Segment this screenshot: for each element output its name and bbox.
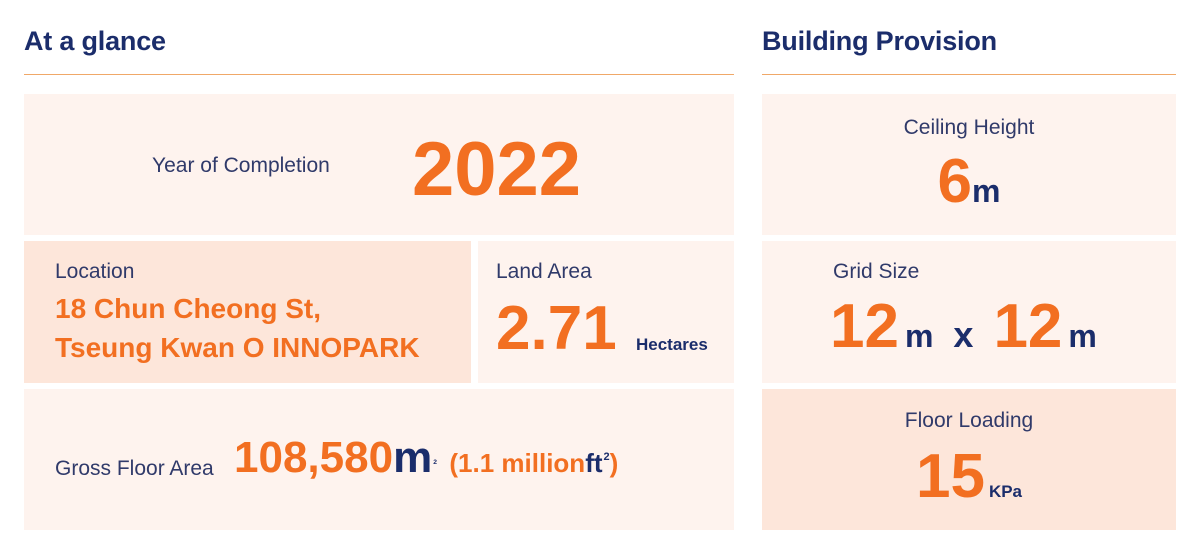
gross-floor-area-alt-unit: ft — [585, 448, 603, 478]
gross-floor-area-card: Gross Floor Area 108,580m2 (1.1 millionf… — [24, 389, 734, 530]
floor-loading-label: Floor Loading — [904, 409, 1034, 432]
land-area-value: 2.71 — [496, 294, 617, 363]
ceiling-height-value: 6 — [937, 147, 973, 216]
ceiling-height-label: Ceiling Height — [903, 116, 1035, 139]
grid-size-value-1: 12 — [830, 292, 899, 361]
land-area-card: Land Area 2.71 Hectares — [478, 241, 734, 383]
building-provision-heading: Building Provision — [762, 26, 997, 56]
land-area-label: Land Area — [496, 260, 592, 283]
gross-floor-area-alt-superscript: 2 — [603, 450, 610, 463]
floor-loading-card: Floor Loading 15 KPa — [762, 389, 1176, 530]
year-of-completion-card: Year of Completion 2022 — [24, 94, 734, 235]
grid-size-label: Grid Size — [833, 260, 920, 283]
gross-floor-area-value-group: 108,580m2 (1.1 millionft2) — [234, 433, 618, 483]
land-area-unit: Hectares — [636, 335, 708, 354]
ceiling-height-value-group: 6m — [762, 146, 1176, 217]
floor-loading-value-group: 15 KPa — [762, 441, 1176, 512]
floor-loading-unit: KPa — [988, 482, 1023, 501]
grid-size-value-group: 12 m x 12 m — [830, 291, 1097, 362]
ceiling-height-unit: m — [972, 173, 1001, 209]
gross-floor-area-label: Gross Floor Area — [55, 457, 214, 480]
floor-loading-value: 15 — [915, 442, 985, 511]
location-address-line1: 18 Chun Cheong St, — [55, 293, 321, 324]
grid-size-separator: x — [953, 314, 974, 355]
location-card: Location 18 Chun Cheong St, Tseung Kwan … — [24, 241, 471, 383]
location-label: Location — [55, 260, 135, 283]
gross-floor-area-unit-superscript: 2 — [433, 459, 437, 467]
at-a-glance-divider — [24, 74, 734, 75]
gross-floor-area-alt-value: (1.1 million — [449, 448, 586, 478]
grid-size-unit-1: m — [904, 318, 934, 354]
building-provision-divider — [762, 74, 1176, 75]
year-of-completion-label: Year of Completion — [152, 154, 330, 177]
location-address-line2: Tseung Kwan O INNOPARK — [55, 332, 420, 363]
ceiling-height-card: Ceiling Height 6m — [762, 94, 1176, 235]
grid-size-card: Grid Size 12 m x 12 m — [762, 241, 1176, 383]
gross-floor-area-alt-close: ) — [609, 448, 619, 478]
gross-floor-area-value: 108,580 — [234, 433, 394, 482]
at-a-glance-heading: At a glance — [24, 26, 166, 56]
grid-size-unit-2: m — [1068, 318, 1097, 354]
year-of-completion-value: 2022 — [412, 127, 582, 212]
gross-floor-area-unit: m — [393, 433, 433, 482]
grid-size-value-2: 12 — [993, 292, 1063, 361]
